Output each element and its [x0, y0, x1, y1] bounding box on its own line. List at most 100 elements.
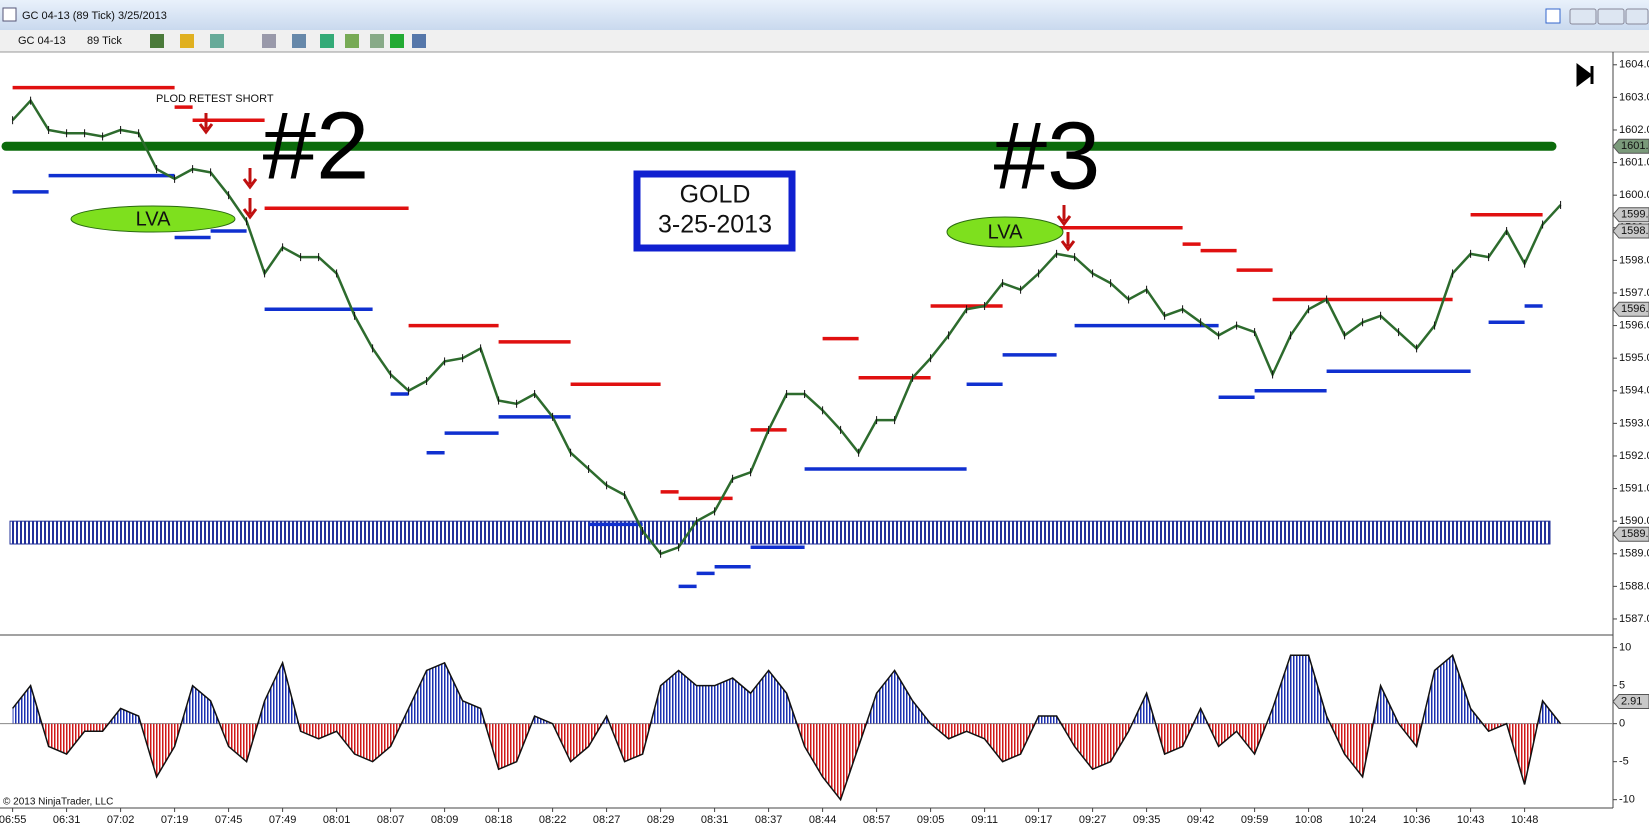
- y-tick-label: 1596.0: [1619, 319, 1649, 331]
- price-flag-label: 1596.5: [1621, 303, 1649, 315]
- lva-marker: [70, 205, 236, 233]
- y-tick-label: 1598.0: [1619, 254, 1649, 266]
- link-button[interactable]: [1545, 8, 1561, 24]
- trade-label: #3: [994, 102, 1101, 209]
- annotations: PLOD RETEST SHORT #2 #3 LVA LVA GOLD 3-2…: [3, 63, 1594, 808]
- price-flag-label: 2.91: [1621, 695, 1642, 707]
- window-buttons[interactable]: [1545, 8, 1649, 25]
- maximize-button[interactable]: [1597, 8, 1625, 25]
- y-tick-label: 5: [1619, 680, 1625, 692]
- price-flag: [1612, 694, 1649, 710]
- price-flag: [1612, 223, 1649, 239]
- price-flag-label: 1598.9: [1621, 225, 1649, 237]
- plot: 1587.0 1588.0 1589.0 1590.0 1591.0 1592.0 1593…: [0, 59, 1649, 826]
- y-tick-label: 1597.0: [1619, 287, 1649, 299]
- box-text: GOLD: [680, 181, 751, 209]
- toolbar: [0, 30, 1649, 52]
- oscillator-line: [12, 653, 1562, 802]
- x-tick-label: 09:11: [971, 814, 998, 826]
- price-flag: [1612, 526, 1649, 542]
- scroll-end-button[interactable]: [1576, 63, 1594, 87]
- x-tick-label: 08:29: [647, 814, 675, 826]
- dollar-button[interactable]: [390, 34, 404, 48]
- signal-arrows: [198, 113, 1076, 252]
- app-icon: [2, 7, 17, 22]
- x-tick-label: 06:55: [0, 814, 26, 826]
- x-tick-label: 08:07: [377, 814, 405, 826]
- y-tick-label: 1601.0: [1619, 156, 1649, 168]
- x-tick-label: 09:05: [917, 814, 945, 826]
- x-tick-label: 10:36: [1403, 814, 1431, 826]
- y-tick-label: 1590.0: [1619, 515, 1649, 527]
- y-tick-label: 1589.0: [1619, 548, 1649, 560]
- panel-button[interactable]: [412, 34, 426, 48]
- negative-area: [12, 723, 1561, 800]
- y-tick-label: 1602.0: [1619, 124, 1649, 136]
- x-tick-label: 09:42: [1187, 814, 1215, 826]
- instrument-selector[interactable]: GC 04-13: [18, 35, 66, 47]
- y-tick-label: 1594.0: [1619, 385, 1649, 397]
- x-tick-label: 08:01: [323, 814, 351, 826]
- y-tick-label: 0: [1619, 718, 1625, 730]
- price-flag-label: 1589.6: [1621, 528, 1649, 540]
- y-tick-label: 1591.0: [1619, 482, 1649, 494]
- x-tick-label: 09:59: [1241, 814, 1269, 826]
- title-bar: [0, 0, 1649, 30]
- image-button[interactable]: [370, 34, 384, 48]
- lva-label: LVA: [136, 208, 171, 230]
- box-text: 3-25-2013: [658, 211, 772, 239]
- price-line: [11, 98, 1562, 556]
- y-tick-label: -5: [1619, 756, 1629, 768]
- positive-area: [12, 655, 1561, 724]
- properties-button[interactable]: [320, 34, 334, 48]
- minimize-button[interactable]: [1569, 8, 1597, 25]
- bar-type-button[interactable]: [150, 34, 164, 48]
- price-flag-label: 1599.4: [1621, 209, 1649, 221]
- x-tick-label: 06:31: [53, 814, 81, 826]
- x-tick-label: 10:48: [1511, 814, 1539, 826]
- y-tick-label: 1600.0: [1619, 189, 1649, 201]
- x-tick-label: 10:43: [1457, 814, 1485, 826]
- price-flag: [1612, 138, 1649, 154]
- toolbar-icons[interactable]: [150, 34, 426, 48]
- zoom-button[interactable]: [292, 34, 306, 48]
- price-flag-label: 1601.5: [1621, 140, 1649, 152]
- x-tick-label: 07:19: [161, 814, 189, 826]
- strategy-button[interactable]: [345, 34, 359, 48]
- interval-selector[interactable]: 89 Tick: [87, 35, 122, 47]
- x-tick-label: 08:09: [431, 814, 459, 826]
- price-flag: [1612, 207, 1649, 223]
- window-title: GC 04-13 (89 Tick) 3/25/2013: [22, 10, 167, 22]
- y-tick-label: 1592.0: [1619, 450, 1649, 462]
- x-tick-label: 08:31: [701, 814, 729, 826]
- x-tick-label: 08:57: [863, 814, 891, 826]
- x-tick-label: 08:18: [485, 814, 513, 826]
- x-tick-label: 09:27: [1079, 814, 1107, 826]
- lva-label: LVA: [988, 221, 1023, 243]
- x-tick-label: 07:02: [107, 814, 135, 826]
- x-tick-label: 07:45: [215, 814, 243, 826]
- y-tick-label: 1588.0: [1619, 580, 1649, 592]
- draw-button[interactable]: [180, 34, 194, 48]
- y-tick-label: 1593.0: [1619, 417, 1649, 429]
- x-tick-label: 09:35: [1133, 814, 1161, 826]
- title-box: [633, 170, 796, 252]
- copyright: © 2013 NinjaTrader, LLC: [3, 797, 113, 808]
- y-tick-label: 1595.0: [1619, 352, 1649, 364]
- x-tick-label: 10:24: [1349, 814, 1377, 826]
- x-tick-label: 09:17: [1025, 814, 1053, 826]
- close-button[interactable]: [1625, 8, 1649, 25]
- x-tick-label: 07:49: [269, 814, 297, 826]
- cursor-button[interactable]: [262, 34, 276, 48]
- y-tick-label: 1603.0: [1619, 91, 1649, 103]
- x-tick-label: 08:37: [755, 814, 783, 826]
- y-tick-label: -10: [1619, 794, 1635, 806]
- x-tick-label: 08:27: [593, 814, 621, 826]
- y-tick-label: 1587.0: [1619, 613, 1649, 625]
- value-zone: [9, 520, 1551, 545]
- x-tick-label: 10:08: [1295, 814, 1323, 826]
- y-tick-label: 1604.0: [1619, 59, 1649, 71]
- y-tick-label: 10: [1619, 642, 1631, 654]
- indicator-button[interactable]: [210, 34, 224, 48]
